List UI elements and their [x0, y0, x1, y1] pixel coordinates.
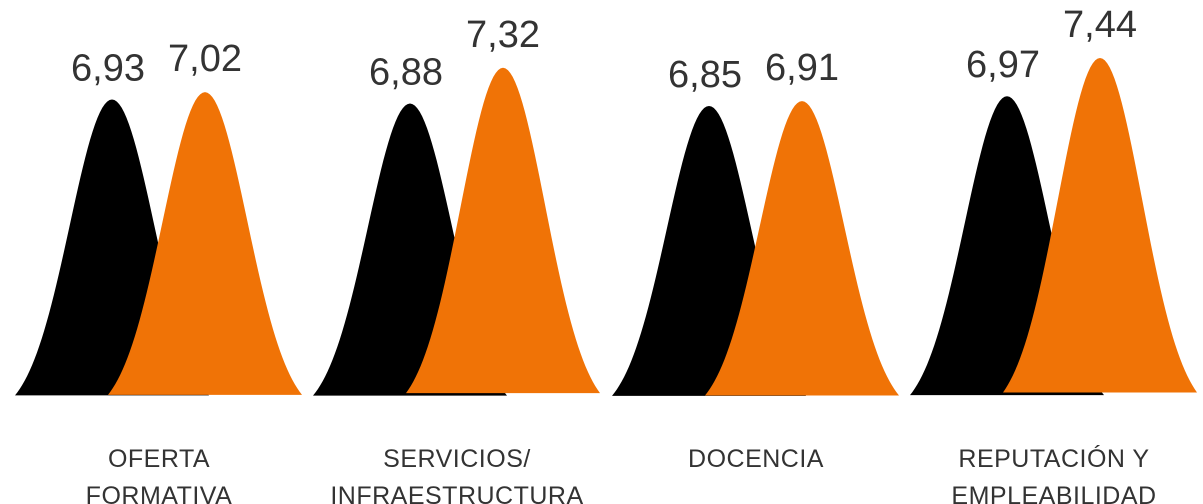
- series-b-value-label: 7,32: [466, 14, 540, 56]
- category-label: FORMATIVA: [86, 482, 233, 504]
- category-group: 6,97 7,44 REPUTACIÓN Y EMPLEABILIDAD: [910, 4, 1197, 504]
- series-a-value-label: 6,85: [668, 54, 742, 96]
- category-group: 6,85 6,91 DOCENCIA: [612, 47, 899, 473]
- series-a-value-label: 6,93: [71, 47, 145, 89]
- category-label: REPUTACIÓN Y: [958, 444, 1149, 473]
- category-group: 6,93 7,02 OFERTA FORMATIVA: [15, 38, 302, 504]
- series-b-curve: [1003, 58, 1197, 393]
- series-b-curve: [406, 67, 600, 394]
- category-label: OFERTA: [108, 445, 210, 473]
- series-a-value-label: 6,97: [966, 44, 1040, 86]
- series-b-value-label: 6,91: [765, 47, 839, 89]
- series-b-value-label: 7,02: [168, 38, 242, 80]
- category-label: INFRAESTRUCTURA: [330, 482, 583, 504]
- category-label: DOCENCIA: [688, 445, 824, 473]
- category-group: 6,88 7,32 SERVICIOS/INFRAESTRUCTURA: [313, 14, 600, 504]
- series-a-value-label: 6,88: [369, 52, 443, 94]
- series-b-value-label: 7,44: [1063, 4, 1137, 46]
- series-b-curve: [705, 101, 899, 396]
- chart-groups: 6,93 7,02 OFERTA FORMATIVA 6,88 7,32 SERVICIOS…: [15, 4, 1197, 504]
- category-label: SERVICIOS/: [383, 445, 531, 473]
- series-b-curve: [108, 92, 302, 395]
- category-label: EMPLEABILIDAD: [951, 482, 1156, 504]
